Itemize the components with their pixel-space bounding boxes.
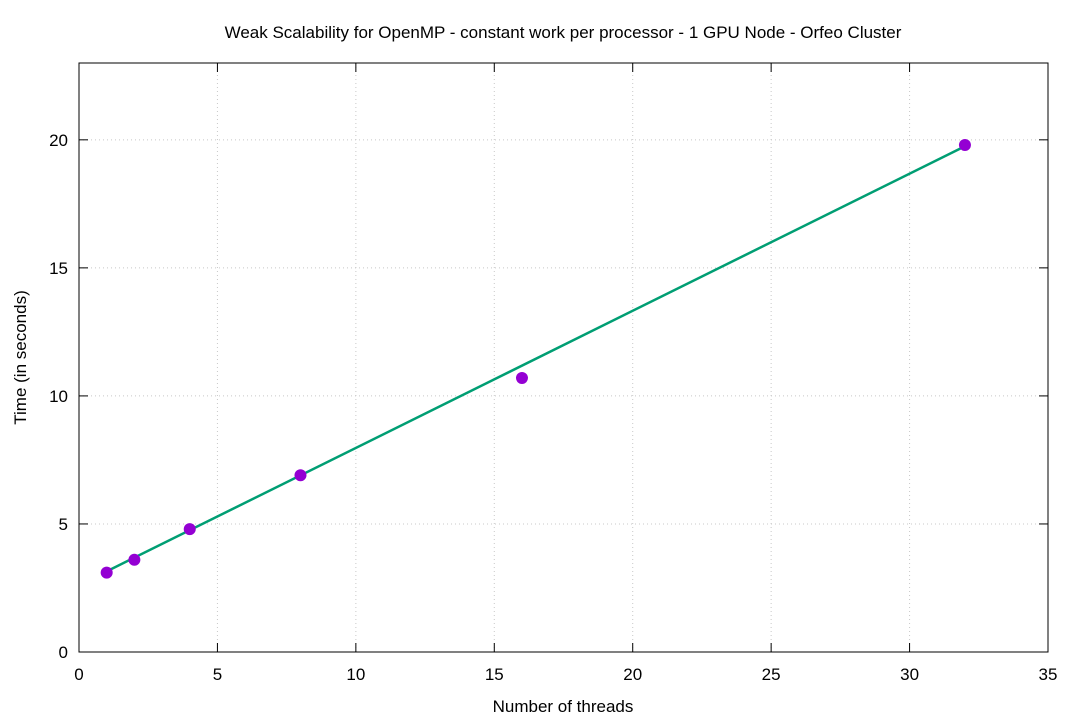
series-group: [100, 138, 971, 579]
y-tick-labels: 0 5 10 15 20: [49, 131, 68, 662]
x-tick-label: 5: [213, 665, 222, 684]
x-tick-label: 30: [900, 665, 919, 684]
x-tick-label: 25: [762, 665, 781, 684]
data-point: [183, 523, 196, 536]
data-point: [294, 469, 307, 482]
y-tick-label: 10: [49, 387, 68, 406]
data-point: [128, 553, 141, 566]
x-tick-label: 10: [346, 665, 365, 684]
y-tick-label: 20: [49, 131, 68, 150]
chart-title: Weak Scalability for OpenMP - constant w…: [225, 23, 902, 42]
y-tick-label: 0: [59, 643, 68, 662]
grid-lines: [79, 63, 1048, 652]
x-tick-label: 35: [1039, 665, 1058, 684]
fit-line: [106, 145, 966, 573]
x-tick-label: 0: [74, 665, 83, 684]
x-tick-label: 15: [485, 665, 504, 684]
x-axis-label: Number of threads: [493, 697, 634, 716]
y-tick-label: 15: [49, 259, 68, 278]
data-point: [515, 371, 528, 384]
x-tick-labels: 0 5 10 15 20 25 30 35: [74, 665, 1057, 684]
plot-frame: [78, 62, 1049, 653]
y-tick-label: 5: [59, 515, 68, 534]
tick-marks: [78, 63, 1049, 653]
x-tick-label: 20: [623, 665, 642, 684]
y-axis-label: Time (in seconds): [11, 290, 30, 424]
data-point: [958, 138, 971, 151]
data-point: [100, 566, 113, 579]
